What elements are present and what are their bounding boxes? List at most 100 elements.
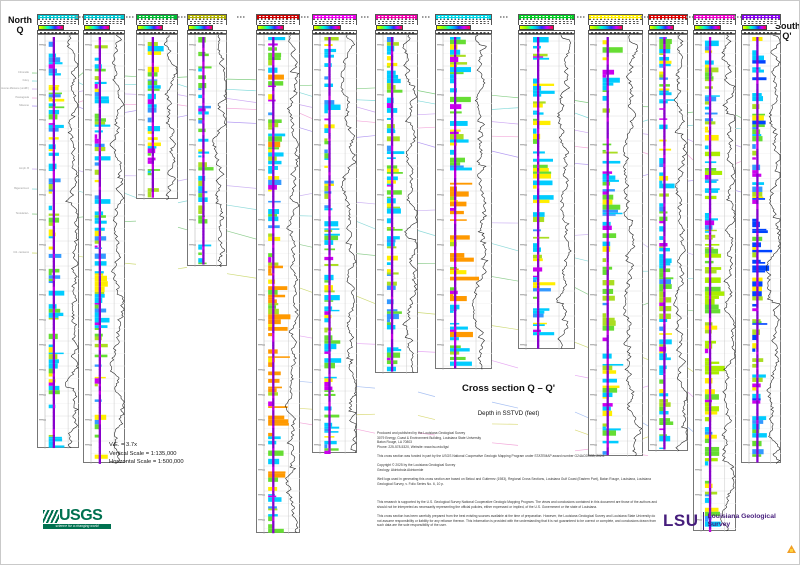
credits-disclaimer-lgs: This cross section has been carefully pr… bbox=[377, 513, 657, 528]
well-info-strip bbox=[83, 20, 125, 25]
well-spacing-label bbox=[177, 16, 187, 18]
corner-marker-icon bbox=[787, 545, 796, 553]
usgs-tagline: science for a changing world bbox=[43, 524, 111, 529]
vertical-scale: Vertical Scale = 1:135,000 bbox=[109, 450, 177, 457]
well-info-strip bbox=[693, 20, 736, 25]
well-color-scale bbox=[649, 25, 674, 30]
formation-top-label: Textularia L bbox=[15, 212, 29, 215]
well-color-scale bbox=[313, 25, 341, 30]
credits-publisher: Produced and published by the Louisiana … bbox=[377, 431, 482, 449]
usgs-wave-icon bbox=[43, 510, 59, 523]
well-header-bar bbox=[187, 14, 227, 20]
well-track-header bbox=[256, 30, 300, 34]
well-column-10 bbox=[588, 14, 643, 457]
well-spacing-label bbox=[500, 16, 509, 18]
well-info-strip bbox=[187, 20, 227, 25]
lsu-wordmark: LSU bbox=[663, 511, 699, 530]
well-log-track bbox=[37, 34, 79, 449]
well-header-bar bbox=[375, 14, 418, 20]
well-info-strip bbox=[741, 20, 781, 25]
north-q-label: Q bbox=[16, 25, 24, 35]
lsu-lgs-logo: LSU Louisiana Geological Survey bbox=[663, 511, 776, 531]
formation-top-label: Pascagoula bbox=[15, 96, 29, 99]
well-log-track bbox=[693, 34, 736, 532]
formation-top-label: Miocene bbox=[19, 104, 29, 107]
well-log-track bbox=[588, 34, 643, 457]
well-column-2 bbox=[83, 14, 125, 464]
well-info-strip bbox=[375, 20, 418, 25]
well-info-strip bbox=[136, 20, 178, 25]
well-log-track bbox=[256, 34, 300, 534]
well-column-8 bbox=[435, 14, 492, 370]
well-column-13 bbox=[741, 14, 781, 464]
section-title: Cross section Q – Q' bbox=[461, 383, 556, 394]
well-spacing-label bbox=[640, 16, 650, 18]
well-color-scale bbox=[436, 25, 471, 30]
credits-copyright: Copyright © 2025 by the Louisiana Geolog… bbox=[377, 463, 456, 472]
formation-top-label: Foley bbox=[22, 79, 29, 82]
well-header-bar bbox=[83, 14, 125, 20]
well-header-bar bbox=[435, 14, 492, 20]
usgs-logo: USGS science for a changing world bbox=[43, 508, 111, 529]
lgs-name: Louisiana Geological Survey bbox=[707, 513, 776, 528]
well-log-track bbox=[648, 34, 688, 452]
well-spacing-label bbox=[236, 16, 246, 18]
well-column-4 bbox=[187, 14, 227, 267]
logo-divider bbox=[702, 512, 704, 530]
well-color-scale bbox=[694, 25, 721, 30]
well-spacing-label bbox=[76, 16, 85, 18]
well-log-track bbox=[312, 34, 357, 454]
well-log-track bbox=[435, 34, 492, 370]
well-track-header bbox=[435, 30, 492, 34]
well-color-scale bbox=[257, 25, 284, 30]
well-color-scale bbox=[376, 25, 403, 30]
credits-funding: This cross section was funded in part by… bbox=[377, 453, 605, 458]
well-spacing-label bbox=[733, 16, 743, 18]
well-color-scale bbox=[38, 25, 64, 30]
well-info-strip bbox=[518, 20, 575, 25]
well-header-bar bbox=[518, 14, 575, 20]
well-spacing-label bbox=[301, 16, 310, 18]
formation-top-label: Bigenerina A bbox=[14, 187, 29, 190]
formation-top-label: Citronelle bbox=[18, 71, 29, 74]
well-color-scale bbox=[188, 25, 213, 30]
well-color-scale bbox=[519, 25, 554, 30]
well-track-header bbox=[518, 30, 575, 34]
south-endpoint-label: South Q' bbox=[775, 21, 799, 41]
well-spacing-label bbox=[125, 16, 135, 18]
well-info-strip bbox=[256, 20, 300, 25]
south-q-label: Q' bbox=[782, 31, 792, 41]
section-subtitle: Depth in SSTVD (feet) bbox=[477, 410, 540, 417]
well-log-track bbox=[741, 34, 781, 464]
credits-source: Well logs used in generating this cross … bbox=[377, 476, 651, 486]
well-info-strip bbox=[435, 20, 492, 25]
well-column-1 bbox=[37, 14, 79, 449]
well-color-scale bbox=[137, 25, 163, 30]
south-label: South bbox=[775, 21, 800, 31]
well-spacing-label bbox=[421, 16, 431, 18]
well-track-header bbox=[375, 30, 418, 34]
well-color-scale bbox=[742, 25, 767, 30]
north-endpoint-label: North Q bbox=[5, 15, 35, 35]
well-track-header bbox=[312, 30, 357, 34]
well-column-11 bbox=[648, 14, 688, 452]
well-color-scale bbox=[589, 25, 623, 30]
well-info-strip bbox=[648, 20, 688, 25]
well-track-header bbox=[187, 30, 227, 34]
well-track-header bbox=[588, 30, 643, 34]
credits-block: Produced and published by the Louisiana … bbox=[377, 431, 659, 532]
well-column-3 bbox=[136, 14, 178, 200]
well-log-track bbox=[136, 34, 178, 200]
well-header-bar bbox=[256, 14, 300, 20]
well-column-5 bbox=[256, 14, 300, 534]
well-spacing-label bbox=[576, 16, 586, 18]
well-log-track bbox=[83, 34, 125, 464]
well-track-header bbox=[83, 30, 125, 34]
well-track-header bbox=[648, 30, 688, 34]
well-spacing-label bbox=[361, 16, 370, 18]
well-color-scale bbox=[84, 25, 110, 30]
well-log-track bbox=[375, 34, 418, 374]
well-info-strip bbox=[588, 20, 643, 25]
